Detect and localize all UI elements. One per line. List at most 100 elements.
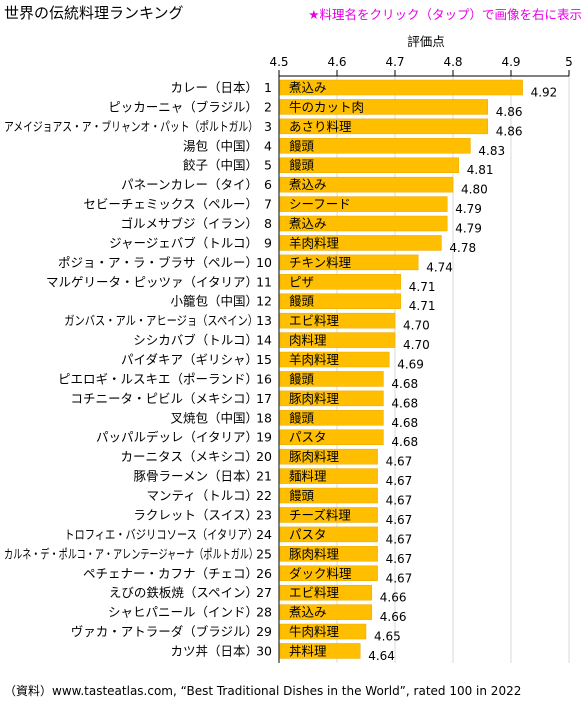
dish-label[interactable]: 餃子（中国） — [183, 158, 258, 173]
bar[interactable] — [279, 526, 378, 543]
bar[interactable] — [279, 235, 442, 251]
dish-label[interactable]: アメイジョアス・ア・ブリャンオ・パット（ポルトガル） — [4, 119, 258, 134]
dish-label[interactable]: ゴルメサブジ（イラン） — [120, 216, 258, 231]
value-label: 4.70 — [403, 319, 430, 333]
dish-label[interactable]: ピエロギ・ルスキエ（ポーランド） — [58, 371, 258, 386]
dish-label[interactable]: 叉焼包（中国） — [170, 410, 258, 425]
bar[interactable] — [279, 274, 402, 290]
bar[interactable] — [279, 312, 396, 329]
bar[interactable] — [279, 487, 378, 504]
bar[interactable] — [279, 293, 402, 309]
bar[interactable] — [279, 196, 448, 212]
value-label: 4.79 — [455, 222, 482, 236]
dish-label[interactable]: マンティ（トルコ） — [146, 488, 258, 503]
category-label: チキン料理 — [289, 255, 352, 270]
category-label: 煮込み — [289, 80, 327, 95]
dish-label[interactable]: シシカバブ（トルコ） — [133, 333, 258, 348]
dish-label[interactable]: マルゲリータ・ピッツァ（イタリア） — [46, 274, 258, 289]
bar[interactable] — [279, 410, 384, 426]
category-label: 肉料理 — [289, 333, 327, 348]
category-label: シーフード — [289, 197, 351, 212]
bar[interactable] — [279, 79, 523, 96]
category-label: 煮込み — [289, 216, 327, 231]
x-tick-label: 4.6 — [327, 55, 346, 69]
dish-label[interactable]: 湯包（中国） — [183, 138, 258, 153]
dish-label[interactable]: コチニータ・ピビル（メキシコ） — [70, 391, 258, 406]
bar[interactable] — [279, 448, 378, 465]
bar[interactable] — [279, 429, 384, 445]
bar[interactable] — [279, 643, 361, 659]
rank-label: 6 — [264, 177, 272, 192]
rank-label: 17 — [256, 391, 272, 406]
x-tick-label: 4.7 — [385, 55, 404, 69]
dish-label[interactable]: パネーンカレー（タイ） — [121, 177, 258, 192]
rank-label: 28 — [256, 605, 272, 620]
dish-label[interactable]: セビーチェミックス（ペルー） — [83, 197, 258, 212]
dish-label[interactable]: ポジョ・ア・ラ・ブラサ（ペルー） — [58, 255, 258, 270]
page-title: 世界の伝統料理ランキング — [4, 4, 184, 22]
x-tick-label: 4.5 — [269, 55, 288, 69]
category-label: 牛のカット肉 — [289, 99, 364, 114]
bar[interactable] — [279, 390, 384, 407]
dish-label[interactable]: 豚骨ラーメン（日本） — [133, 469, 258, 484]
dish-label[interactable]: カレー（日本） — [170, 80, 258, 95]
category-label: 饅頭 — [289, 158, 315, 173]
bar[interactable] — [279, 332, 396, 348]
bar[interactable] — [279, 584, 373, 601]
category-label: ピザ — [289, 274, 314, 289]
dish-label[interactable]: ラクレット（スイス） — [133, 507, 258, 522]
bar[interactable] — [279, 118, 489, 135]
dish-label[interactable]: カツ丼（日本） — [170, 643, 258, 658]
dish-label[interactable]: カルネ・デ・ポルコ・ア・アレンテージャーナ（ポルトガル） — [4, 546, 258, 561]
value-label: 4.71 — [409, 299, 436, 313]
category-label: 饅頭 — [289, 410, 315, 425]
dish-label[interactable]: トロフィエ・バジリコソース（イタリア） — [64, 527, 258, 542]
category-label: 豚肉料理 — [289, 546, 340, 561]
category-label: 丼料理 — [289, 643, 327, 658]
value-label: 4.64 — [368, 649, 395, 663]
bar[interactable] — [279, 371, 384, 387]
category-label: 饅頭 — [289, 371, 315, 386]
dish-label[interactable]: シャヒパニール（インド） — [108, 605, 258, 620]
labels: カレー（日本） 1 煮込み 4.92 ピッカーニャ（ブラジル） 2 牛のカット肉 4.86 アメ… — [4, 80, 557, 663]
dish-label[interactable]: ジャージェバブ（トルコ） — [109, 235, 258, 250]
category-label: パスタ — [289, 430, 327, 445]
rank-label: 23 — [256, 507, 272, 522]
bar[interactable] — [279, 507, 378, 523]
dish-label[interactable]: えびの鉄板焼（スペイン） — [109, 585, 258, 600]
bar[interactable] — [279, 138, 471, 154]
dish-label[interactable]: ガンバス・アル・アヒージョ（スペイン） — [64, 313, 258, 328]
category-label: 煮込み — [289, 177, 327, 192]
category-label: あさり料理 — [289, 119, 352, 134]
dish-label[interactable]: ペチェナー・カフナ（チェコ） — [83, 566, 258, 581]
value-label: 4.67 — [386, 532, 413, 546]
value-label: 4.70 — [403, 338, 430, 352]
dish-label[interactable]: パイダキア（ギリシャ） — [121, 352, 258, 367]
value-label: 4.83 — [478, 144, 505, 158]
instruction-note: ★料理名をクリック（タップ）で画像を右に表示 — [308, 7, 582, 22]
bar[interactable] — [279, 468, 378, 484]
bar[interactable] — [279, 99, 489, 115]
dish-label[interactable]: ピッカーニャ（ブラジル） — [108, 99, 258, 114]
bar[interactable] — [279, 254, 419, 271]
bar[interactable] — [279, 565, 378, 581]
dish-label[interactable]: 小籠包（中国） — [170, 294, 258, 309]
rank-label: 13 — [256, 313, 272, 328]
bar[interactable] — [279, 546, 378, 562]
bar[interactable] — [279, 215, 448, 232]
bar[interactable] — [279, 157, 460, 173]
value-label: 4.86 — [496, 105, 523, 119]
bar[interactable] — [279, 623, 367, 640]
bar[interactable] — [279, 351, 390, 368]
dish-label[interactable]: カーニタス（メキシコ） — [120, 449, 258, 464]
value-label: 4.68 — [391, 377, 418, 391]
dish-label[interactable]: ヴァカ・アトラーダ（ブラジル） — [71, 624, 258, 639]
bar[interactable] — [279, 176, 454, 193]
bar[interactable] — [279, 604, 373, 620]
value-label: 4.78 — [449, 241, 476, 255]
x-axis: 評価点 4.5 4.6 4.7 4.8 4.9 5 — [269, 34, 573, 663]
rank-label: 10 — [256, 255, 272, 270]
value-label: 4.68 — [391, 416, 418, 430]
dish-label[interactable]: パッパルデッレ（イタリア） — [96, 430, 258, 445]
value-label: 4.67 — [386, 474, 413, 488]
